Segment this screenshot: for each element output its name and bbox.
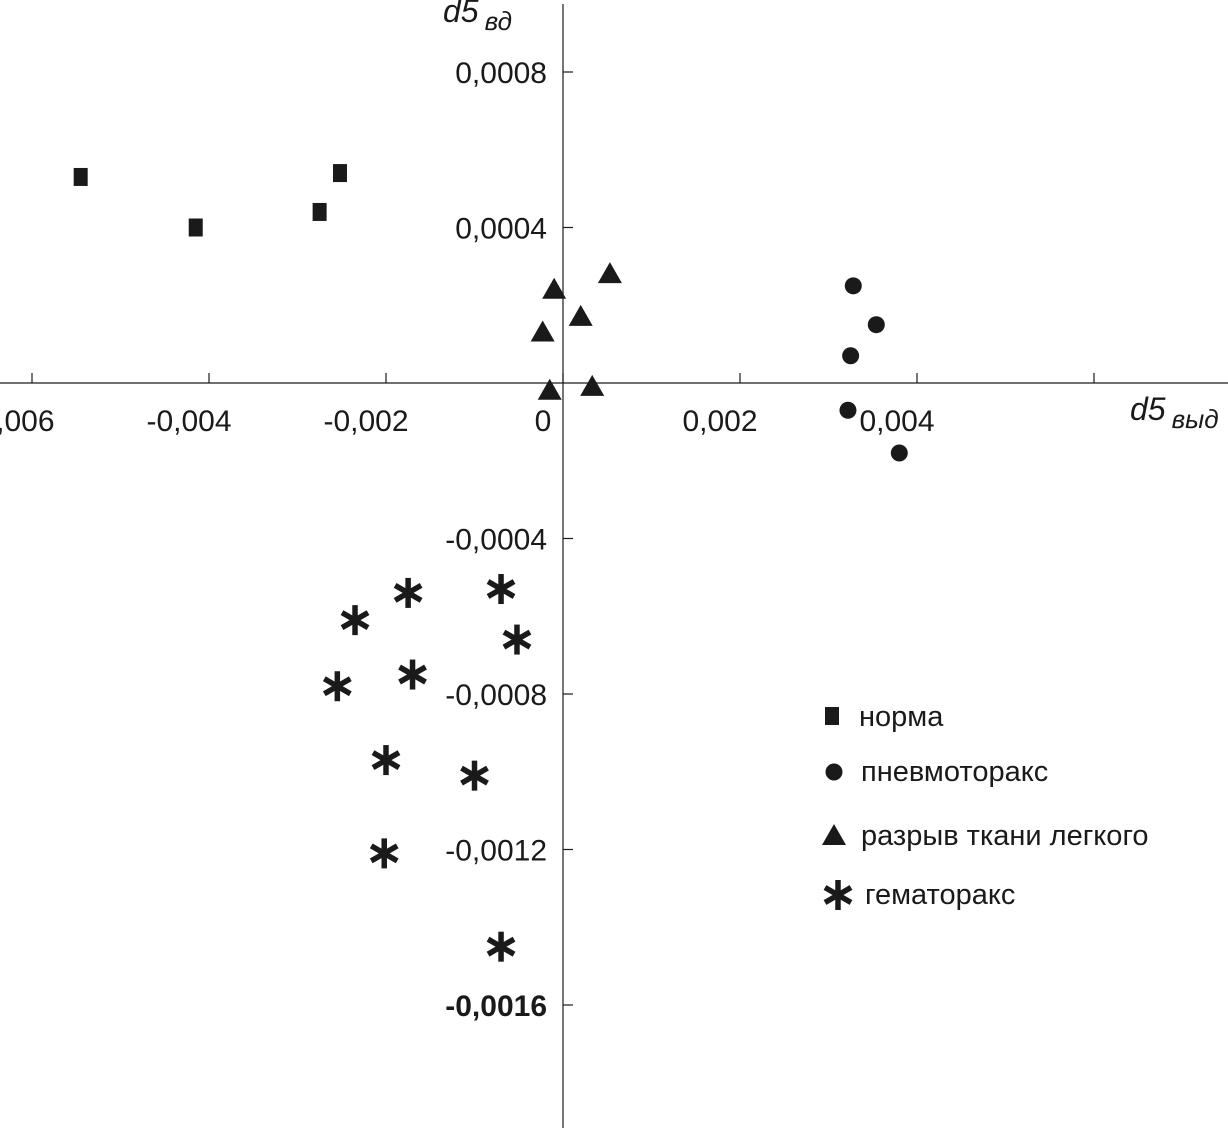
x-axis-label-main: d5 <box>1130 391 1166 427</box>
point-3-3 <box>502 624 532 655</box>
y-tick-label-3: -0,0008 <box>445 679 547 712</box>
y-tick-label-1: 0,0004 <box>455 213 547 246</box>
point-2-1 <box>542 277 567 299</box>
point-3-7 <box>460 760 489 791</box>
series-1 <box>839 277 908 462</box>
point-3-8 <box>369 838 399 869</box>
point-3-9 <box>486 931 516 962</box>
point-1-0 <box>844 277 862 295</box>
legend-label-1: пневмоторакс <box>861 756 1048 788</box>
point-0-1 <box>188 218 203 237</box>
y-tick-label-5: -0,0016 <box>445 990 547 1023</box>
point-3-1 <box>486 574 516 605</box>
x-tick-label-2: -0,002 <box>323 405 408 438</box>
point-3-0 <box>393 577 423 608</box>
point-3-6-stroke-2 <box>371 750 401 770</box>
y-axis-label: d5 вд <box>443 0 512 36</box>
legend-label-2: разрыв ткани легкого <box>861 820 1149 852</box>
x-axis-label-sub: выд <box>1172 404 1219 434</box>
y-tick-label-4: -0,0012 <box>445 835 547 868</box>
point-1-4 <box>890 444 908 462</box>
legend-marker-3-stroke-2 <box>823 885 853 905</box>
point-0-0 <box>73 167 88 186</box>
y-tick-label-2: -0,0004 <box>445 524 547 557</box>
legend-marker-3 <box>823 880 853 910</box>
legend-marker-0 <box>825 707 839 725</box>
point-3-0-stroke-2 <box>393 583 423 603</box>
point-3-3-stroke-2 <box>502 629 532 650</box>
x-tick-label-4: 0,002 <box>682 405 757 438</box>
point-3-2-stroke-2 <box>340 610 370 631</box>
point-3-1-stroke-2 <box>486 579 516 599</box>
point-3-6 <box>371 745 401 776</box>
point-3-4 <box>398 659 427 690</box>
legend-marker-2 <box>822 824 846 845</box>
point-3-7-stroke-2 <box>460 765 489 786</box>
point-3-5 <box>322 671 352 702</box>
point-0-2 <box>312 202 327 221</box>
ticks: -0,006 -0,004 -0,002 0 0,002 0,004 0,0008 0,000… <box>0 57 1095 1023</box>
legend-label-0: норма <box>859 701 944 733</box>
legend: норма пневмоторакс разрыв ткани легкого гем… <box>822 701 1149 911</box>
x-tick-label-0: -0,006 <box>0 405 55 438</box>
legend-label-3: гематоракс <box>865 879 1015 911</box>
point-2-3 <box>530 320 555 342</box>
point-1-1 <box>867 316 885 334</box>
series-3 <box>322 574 532 962</box>
point-2-5 <box>580 374 605 396</box>
point-3-2 <box>340 605 370 636</box>
point-1-2 <box>842 347 860 365</box>
point-2-2 <box>568 304 593 326</box>
x-tick-label-1: -0,004 <box>146 405 231 438</box>
y-axis-label-sub: вд <box>485 6 512 36</box>
x-axis-label: d5 выд <box>1130 391 1219 434</box>
y-tick-label-0: 0,0008 <box>455 57 547 90</box>
point-3-4-stroke-2 <box>398 664 427 685</box>
y-axis-label-main: d5 <box>443 0 479 29</box>
point-2-0 <box>597 262 622 284</box>
axes <box>0 4 1228 1128</box>
series-2 <box>530 262 622 400</box>
point-3-8-stroke-2 <box>369 843 399 864</box>
data-points <box>73 164 908 962</box>
x-tick-label-3: 0 <box>535 405 552 438</box>
point-0-3 <box>332 164 347 183</box>
point-3-9-stroke-2 <box>486 936 516 957</box>
x-tick-label-5: 0,004 <box>859 405 934 438</box>
legend-marker-1 <box>825 763 843 781</box>
point-2-4 <box>537 378 562 400</box>
point-3-5-stroke-2 <box>322 676 352 697</box>
series-0 <box>73 164 347 237</box>
point-1-3 <box>839 401 857 419</box>
